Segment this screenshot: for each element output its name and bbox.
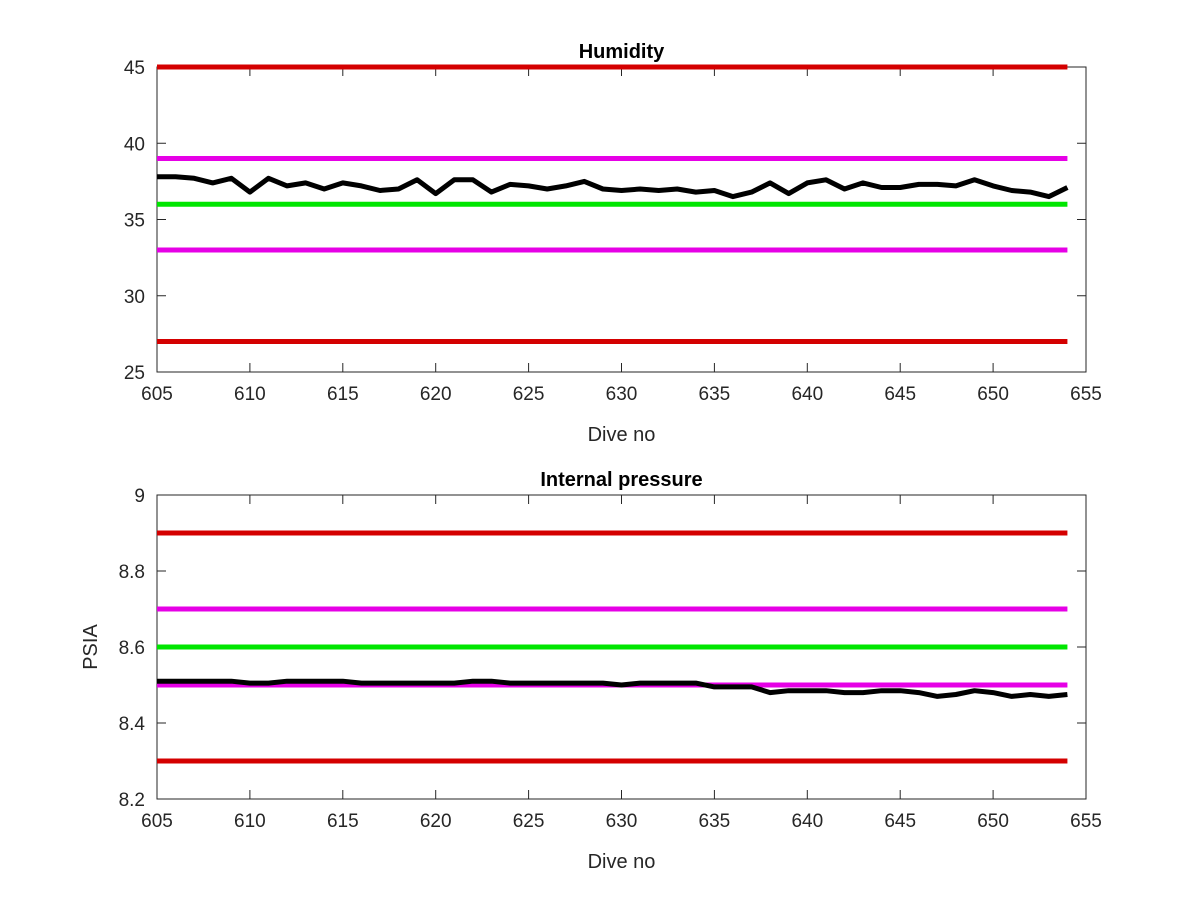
x-tick-label: 640 — [791, 384, 823, 405]
chart-panel-1: 605 610 615 620 625 630 635 640 645 650 655 25 30 35 4… — [124, 41, 1102, 446]
data-series-line — [157, 174, 1069, 200]
plot-area — [156, 66, 1087, 373]
y-tick-label: 8.8 — [119, 562, 145, 583]
x-tick-label: 620 — [420, 384, 452, 405]
data-series-line — [157, 678, 1068, 699]
x-tick-label: 645 — [884, 811, 916, 832]
x-tick-label: 625 — [513, 384, 545, 405]
x-tick-label: 655 — [1070, 811, 1102, 832]
x-tick-label: 635 — [699, 384, 731, 405]
y-tick-label: 25 — [124, 363, 145, 384]
y-tick-label: 35 — [124, 211, 145, 232]
x-tick-label: 615 — [327, 811, 359, 832]
x-tick-label: 605 — [141, 384, 173, 405]
x-tick-label: 605 — [141, 811, 173, 832]
y-tick-label: 9 — [134, 486, 145, 507]
chart-title: Internal pressure — [540, 469, 702, 491]
x-tick-label: 615 — [327, 384, 359, 405]
chart-panel-2: 605 610 615 620 625 630 635 640 645 650 655 8.2 8.4 8… — [80, 469, 1102, 873]
x-tick-label: 620 — [420, 811, 452, 832]
x-tick-label: 610 — [234, 811, 266, 832]
x-axis-label: Dive no — [588, 851, 656, 873]
x-tick-label: 655 — [1070, 384, 1102, 405]
x-tick-label: 650 — [977, 384, 1009, 405]
x-tick-label: 610 — [234, 384, 266, 405]
y-tick-label: 8.2 — [119, 790, 145, 811]
x-axis-label: Dive no — [588, 424, 656, 446]
x-tick-label: 645 — [884, 384, 916, 405]
chart-title: Humidity — [579, 41, 665, 63]
x-tick-label: 650 — [977, 811, 1009, 832]
y-tick-label: 8.4 — [119, 714, 146, 735]
y-tick-label: 8.6 — [119, 638, 145, 659]
x-tick-label: 640 — [791, 811, 823, 832]
x-tick-label: 630 — [606, 384, 638, 405]
x-tick-label: 635 — [699, 811, 731, 832]
y-tick-label: 40 — [124, 134, 145, 155]
x-tick-label: 625 — [513, 811, 545, 832]
y-tick-label: 45 — [124, 58, 145, 79]
x-tick-label: 630 — [606, 811, 638, 832]
y-tick-label: 30 — [124, 287, 145, 308]
y-axis-label: PSIA — [80, 624, 102, 670]
